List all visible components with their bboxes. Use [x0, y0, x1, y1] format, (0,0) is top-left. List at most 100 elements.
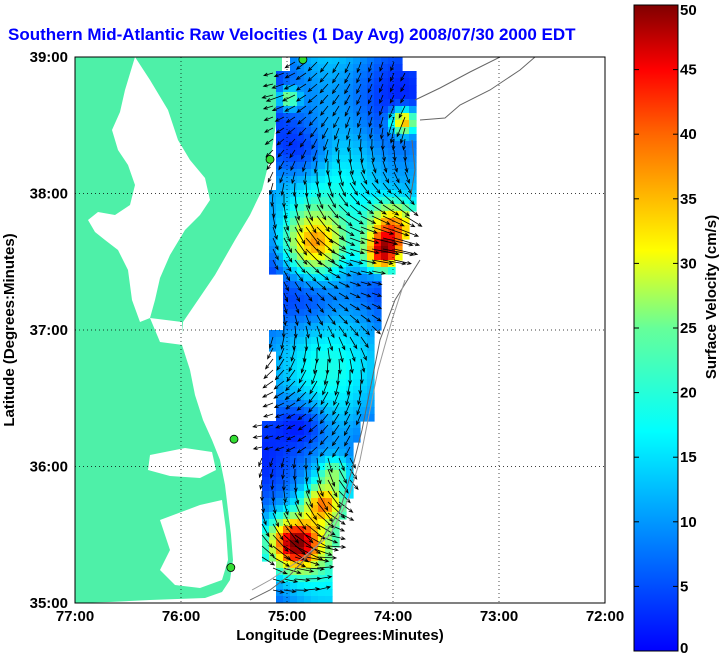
velocity-cell — [262, 498, 270, 506]
velocity-cell — [325, 470, 333, 478]
velocity-cell — [332, 218, 340, 226]
velocity-cell — [367, 204, 375, 212]
velocity-cell — [325, 134, 333, 142]
velocity-cell — [290, 435, 298, 443]
velocity-cell — [367, 155, 375, 163]
velocity-arrow — [338, 303, 349, 312]
velocity-cell — [402, 78, 410, 86]
velocity-cell — [360, 127, 368, 135]
velocity-arrow — [283, 259, 292, 273]
velocity-cell — [346, 316, 354, 324]
velocity-arrow — [283, 270, 291, 282]
velocity-cell — [388, 183, 396, 191]
colorbar-tick-label: 35 — [680, 191, 697, 208]
velocity-cell — [402, 204, 410, 212]
velocity-cell — [339, 246, 347, 254]
velocity-cell — [297, 421, 305, 429]
velocity-cell — [276, 260, 284, 268]
velocity-arrow — [308, 116, 318, 127]
velocity-arrow — [305, 226, 320, 246]
velocity-cell — [311, 554, 319, 562]
velocity-cell — [381, 211, 389, 219]
velocity-cell — [318, 295, 326, 303]
velocity-arrow — [264, 358, 274, 370]
velocity-cell — [346, 85, 354, 93]
radar-site-marker — [226, 563, 236, 572]
velocity-arrow — [285, 446, 296, 452]
velocity-cell — [381, 78, 389, 86]
velocity-cell — [381, 204, 389, 212]
velocity-cell — [318, 155, 326, 163]
velocity-cell — [374, 127, 382, 135]
velocity-cell — [360, 64, 368, 72]
velocity-arrow — [263, 435, 274, 440]
velocity-cell — [353, 379, 361, 387]
velocity-cell — [339, 57, 347, 65]
velocity-cell — [409, 176, 417, 184]
velocity-cell — [346, 309, 354, 317]
velocity-cell — [304, 204, 312, 212]
velocity-arrow — [313, 160, 318, 174]
velocity-cell — [388, 106, 396, 114]
velocity-arrow — [278, 160, 285, 171]
velocity-arrow — [382, 237, 414, 247]
velocity-arrow — [327, 534, 346, 541]
velocity-arrow — [390, 72, 395, 82]
velocity-cell — [360, 281, 368, 289]
velocity-arrow — [270, 193, 275, 208]
velocity-arrow — [368, 116, 373, 128]
velocity-arrow — [319, 424, 329, 435]
velocity-arrow — [313, 358, 318, 375]
velocity-cell — [332, 477, 340, 485]
velocity-arrow — [281, 479, 286, 492]
velocity-arrow — [285, 116, 296, 123]
velocity-arrow — [360, 237, 380, 244]
velocity-cell — [304, 393, 312, 401]
velocity-cell — [339, 92, 347, 100]
velocity-arrow — [334, 380, 340, 396]
velocity-cell — [374, 162, 382, 170]
velocity-cell — [367, 288, 375, 296]
velocity-cell — [304, 274, 312, 282]
velocity-cell — [388, 246, 396, 254]
velocity-cell — [325, 274, 333, 282]
velocity-cell — [388, 113, 396, 121]
velocity-cell — [360, 330, 368, 338]
velocity-cell — [346, 477, 354, 485]
velocity-arrow — [316, 336, 321, 352]
velocity-cell — [318, 113, 326, 121]
velocity-cell — [360, 407, 368, 415]
velocity-cell — [325, 512, 333, 520]
velocity-arrow — [298, 369, 307, 384]
pamlico-sound — [160, 500, 228, 588]
velocity-cell — [283, 589, 291, 597]
velocity-cell — [290, 456, 298, 464]
velocity-cell — [262, 540, 270, 548]
velocity-arrow — [331, 424, 340, 436]
velocity-cell — [367, 169, 375, 177]
velocity-cell — [395, 113, 403, 121]
velocity-arrow — [360, 259, 377, 265]
velocity-cell — [332, 470, 340, 478]
velocity-cell — [353, 428, 361, 436]
velocity-cell — [360, 232, 368, 240]
velocity-cell — [360, 113, 368, 121]
velocity-cell — [276, 561, 284, 569]
colorbar-tick-label: 15 — [680, 449, 697, 466]
velocity-cell — [318, 568, 326, 576]
velocity-arrow — [316, 204, 327, 221]
velocity-cell — [325, 113, 333, 121]
velocity-cell — [290, 323, 298, 331]
velocity-arrow — [294, 512, 307, 531]
velocity-cell — [276, 456, 284, 464]
velocity-arrow — [327, 336, 333, 352]
velocity-arrow — [316, 303, 325, 314]
velocity-cell — [402, 71, 410, 79]
velocity-arrow — [282, 314, 287, 327]
velocity-cell — [311, 526, 319, 534]
velocity-cell — [304, 428, 312, 436]
velocity-cell — [297, 505, 305, 513]
velocity-arrow — [283, 589, 297, 594]
velocity-cell — [367, 232, 375, 240]
velocity-arrow — [360, 314, 372, 323]
